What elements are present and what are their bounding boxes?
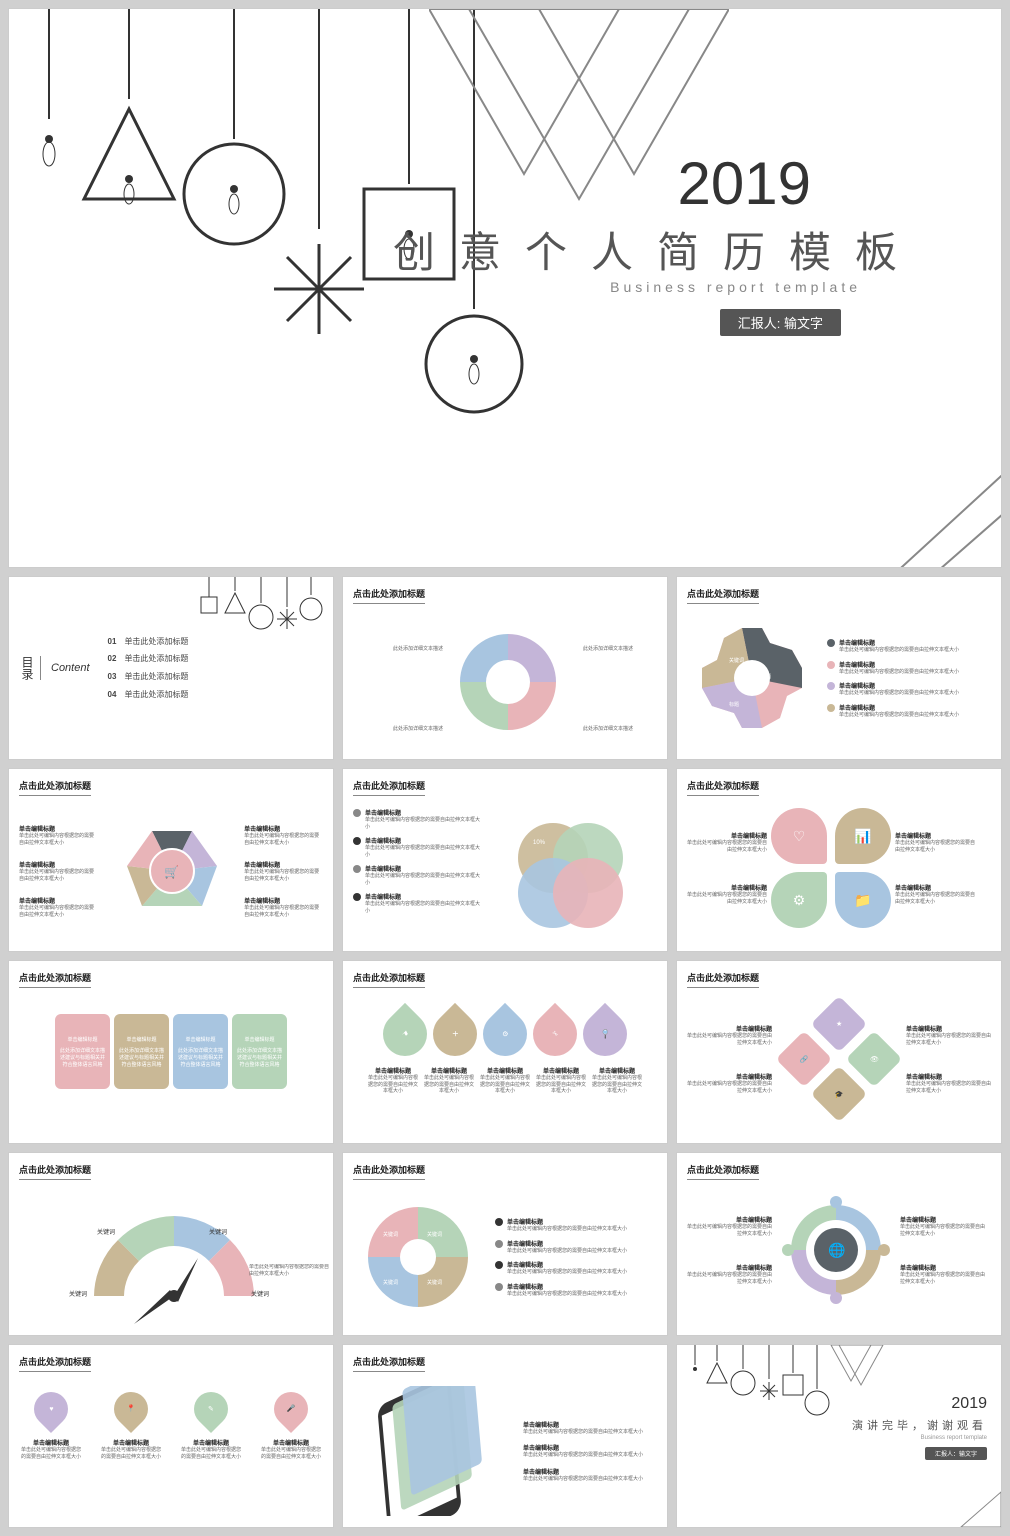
svg-text:关键词: 关键词 [383,1279,398,1286]
slide-donut: 点击此处添加标题 此处添加详细文本描述 此处添加详细文本描述 此处添加详细文本描… [342,576,668,760]
slide-title: 点击此处添加标题 [353,1163,425,1180]
slide-title: 点击此处添加标题 [353,587,425,604]
svg-text:关键词: 关键词 [427,1279,442,1286]
svg-text:关键词: 关键词 [729,657,744,664]
svg-text:此处添加详细文本描述: 此处添加详细文本描述 [583,645,633,652]
gear-chart: 关键词 标题 标题 [687,618,817,738]
slide-drops: 点击此处添加标题 ⚑ ✕ ⚙ ✂ 🔍 单击编辑标题单击此处可编辑内容根据您的需要… [342,960,668,1144]
slide-pins: 点击此处添加标题 ♥单击编辑标题单击此处可编辑内容根据您的需要自由拉伸文本框大小… [8,1344,334,1528]
svg-text:标题: 标题 [761,673,771,680]
svg-text:10%: 10% [533,840,546,846]
toc-list: 01单击此处添加标题 02单击此处添加标题 03单击此处添加标题 04单击此处添… [108,633,189,703]
svg-text:此处添加详细文本描述: 此处添加详细文本描述 [583,725,633,732]
slide-quad: 点击此处添加标题 关键词 关键词 关键词 关键词 单击编辑标题单击此处可编辑内容… [342,1152,668,1336]
cover-reporter: 汇报人: 输文字 [720,309,841,336]
phone-layers [353,1386,513,1516]
slide-title: 点击此处添加标题 [19,1163,91,1180]
box-row: 单击编辑标题此处添加详细文本描述建议与标题相关并符合整体语言风格 单击编辑标题此… [19,1014,323,1089]
hex-cart: 🛒 [102,806,240,936]
svg-text:🛒: 🛒 [164,865,179,879]
cover-title: 创意个人简历模板 [393,219,921,280]
svg-text:关键词: 关键词 [209,1228,227,1236]
slide-title: 点击此处添加标题 [353,1355,425,1372]
slide-diamonds: 点击此处添加标题 单击编辑标题单击此处可编辑内容根据您的需要自由拉伸文本框大小 … [676,960,1002,1144]
end-reporter: 汇报人：输文字 [925,1447,987,1460]
corner-triangle [861,457,1002,568]
toc-label-cn: 目录 [19,656,41,680]
end-subtitle: Business report template [687,1435,987,1441]
slide-title: 点击此处添加标题 [687,587,759,604]
svg-text:此处添加详细文本描述: 此处添加详细文本描述 [393,725,443,732]
svg-text:关键词: 关键词 [427,1231,442,1238]
slide-hex: 点击此处添加标题 单击编辑标题单击此处可编辑内容根据您的需要自由拉伸文本框大小 … [8,768,334,952]
globe-chart: 🌐 [776,1190,896,1310]
donut-chart: 此处添加详细文本描述 此处添加详细文本描述 此处添加详细文本描述 此处添加详细文… [353,610,663,750]
svg-text:🌐: 🌐 [828,1242,845,1259]
svg-text:关键词: 关键词 [97,1228,115,1236]
svg-text:关键词: 关键词 [383,1231,398,1238]
svg-text:此处添加详细文本描述: 此处添加详细文本描述 [393,645,443,652]
slide-title: 点击此处添加标题 [19,1355,91,1372]
end-corner [951,1487,1001,1527]
slide-title: 点击此处添加标题 [687,1163,759,1180]
bullet-list: 单击编辑标题单击此处可编辑内容根据您的需要自由拉伸文本框大小 单击编辑标题单击此… [827,638,959,718]
slide-phone: 点击此处添加标题 单击编辑标题单击此处可编辑内容根据您的需要自由拉伸文本框大小 … [342,1344,668,1528]
drop-row: ⚑ ✕ ⚙ ✂ 🔍 [353,1012,657,1056]
slide-title: 点击此处添加标题 [687,779,759,796]
toc-label-en: Content [51,662,90,674]
quad-pie: 关键词 关键词 关键词 关键词 [353,1192,483,1322]
slide-title: 点击此处添加标题 [19,779,91,796]
gauge-kw: 关键词 [69,1290,87,1298]
cover-subtitle: Business report template [610,279,861,295]
slide-end: 2019 演讲完毕，谢谢观看 Business report template … [676,1344,1002,1528]
slide-venn: 点击此处添加标题 单击编辑标题单击此处可编辑内容根据您的需要自由拉伸文本框大小 … [342,768,668,952]
cover-year: 2019 [678,149,811,218]
slide-title: 点击此处添加标题 [353,779,425,796]
slide-gauge: 点击此处添加标题 关键词 关键词 关键词 关键词 单击此处可编辑内容根据您的需要… [8,1152,334,1336]
gauge-chart: 关键词 关键词 关键词 关键词 单击此处可编辑内容根据您的需要自由拉伸文本框大小 [19,1186,329,1326]
slide-title: 点击此处添加标题 [353,971,425,988]
slide-grid: 目录 Content 01单击此处添加标题 02单击此处添加标题 03单击此处添… [8,576,1002,1528]
slide-globe: 点击此处添加标题 单击编辑标题单击此处可编辑内容根据您的需要自由拉伸文本框大小 … [676,1152,1002,1336]
slide-gear: 点击此处添加标题 关键词 标题 标题 单击编辑标题单击此处可编辑内容根据您的需要… [676,576,1002,760]
slide-toc: 目录 Content 01单击此处添加标题 02单击此处添加标题 03单击此处添… [8,576,334,760]
slide-quarters: 点击此处添加标题 单击编辑标题单击此处可编辑内容根据您的需要自由拉伸文本框大小 … [676,768,1002,952]
petal-chart: 10% [493,808,643,938]
svg-text:标题: 标题 [729,701,739,708]
pin-row: ♥单击编辑标题单击此处可编辑内容根据您的需要自由拉伸文本框大小 📍单击编辑标题单… [19,1392,323,1460]
diamond-chart: ★ 🔗 👁 🎓 [784,1004,894,1114]
mini-lamps [197,577,327,639]
slide-title: 点击此处添加标题 [687,971,759,988]
slide-title: 点击此处添加标题 [19,971,91,988]
slide-boxes: 点击此处添加标题 单击编辑标题此处添加详细文本描述建议与标题相关并符合整体语言风… [8,960,334,1144]
end-lamps [681,1345,891,1435]
cover-slide: 2019 创意个人简历模板 Business report template 汇… [8,8,1002,568]
